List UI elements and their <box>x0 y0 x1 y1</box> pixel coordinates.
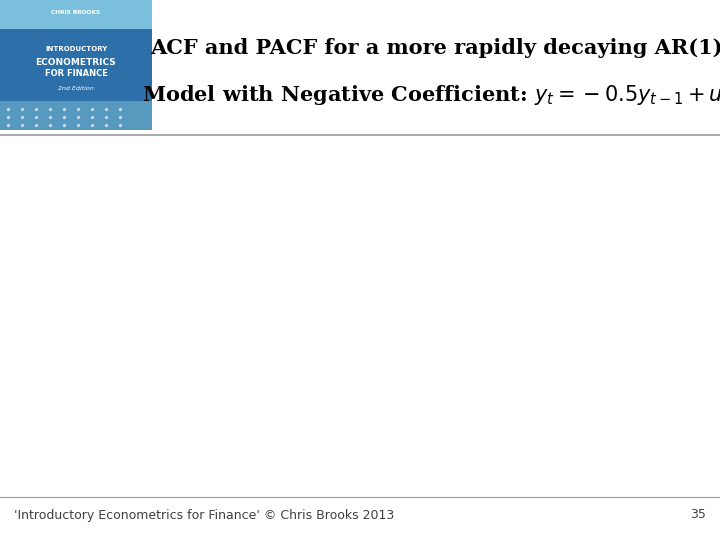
Text: 'Introductory Econometrics for Finance' © Chris Brooks 2013: 'Introductory Econometrics for Finance' … <box>14 509 395 522</box>
Text: FOR FINANCE: FOR FINANCE <box>45 69 107 78</box>
Text: 35: 35 <box>690 509 706 522</box>
Bar <box>0 29 152 102</box>
Text: INTRODUCTORY: INTRODUCTORY <box>45 46 107 52</box>
Bar <box>0 0 152 29</box>
Text: ECONOMETRICS: ECONOMETRICS <box>35 58 117 68</box>
Text: CHRIS BROOKS: CHRIS BROOKS <box>51 10 101 15</box>
Text: ACF and PACF for a more rapidly decaying AR(1): ACF and PACF for a more rapidly decaying… <box>150 38 720 58</box>
Text: 2nd Edition: 2nd Edition <box>58 86 94 91</box>
Text: Model with Negative Coefficient: $y_t = -0.5y_{t-1} + u_t$: Model with Negative Coefficient: $y_t = … <box>142 83 720 107</box>
Bar <box>0 102 152 130</box>
